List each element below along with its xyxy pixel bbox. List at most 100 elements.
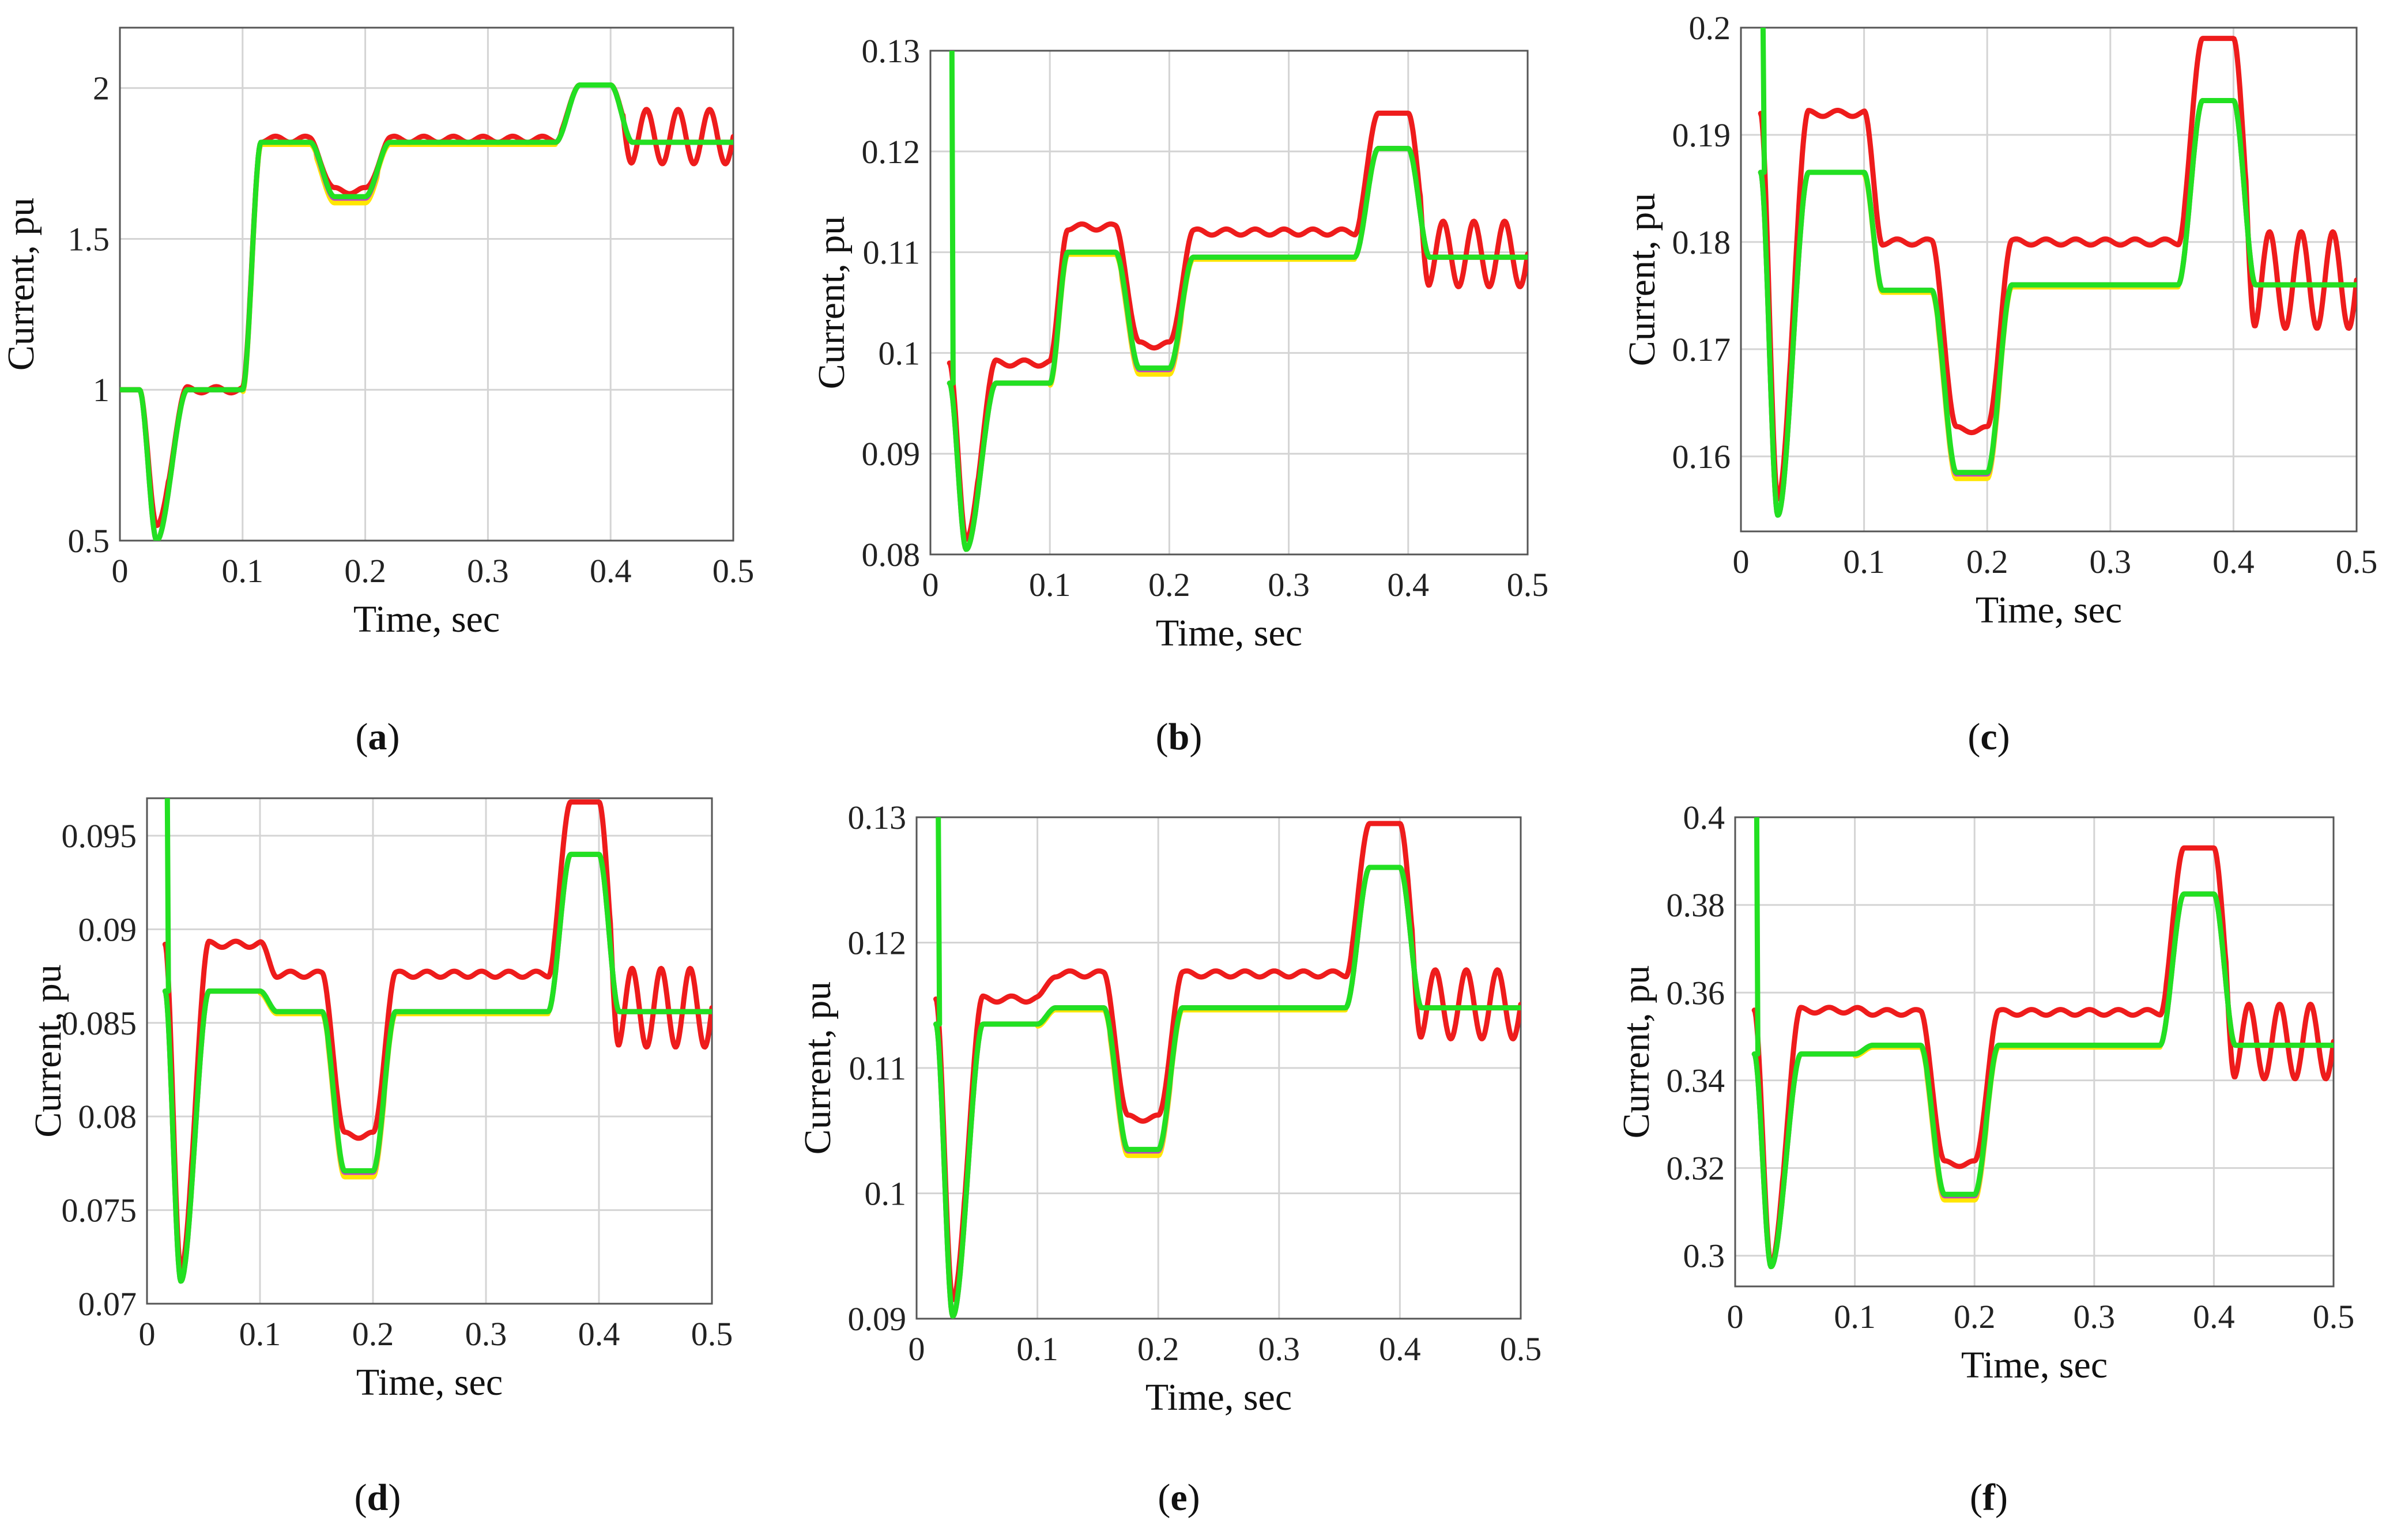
y-tick-label: 0.09	[862, 435, 921, 473]
y-tick-label: 0.085	[62, 1005, 137, 1042]
y-axis-label: Current, pu	[1615, 965, 1657, 1139]
y-tick-label: 0.09	[78, 911, 137, 948]
plot-area	[119, 27, 734, 542]
y-axis-label: Current, pu	[27, 964, 69, 1138]
chart-panel-c: 0 0.1 0.2 0.3 0.4 0.5 0.16 0.17 0.18 0.19 0.2 Time,…	[1621, 9, 2377, 758]
x-tick-label: 0.4	[590, 552, 632, 590]
y-tick-label: 1.5	[68, 220, 110, 258]
chart-panel-d: 0 0.1 0.2 0.3 0.4 0.5 0.07 0.075 0.08 0.085 0.09 0.…	[27, 797, 733, 1519]
chart-panel-e: 0 0.1 0.2 0.3 0.4 0.5 0.09 0.1 0.11 0.12 0.13 Time,…	[797, 799, 1541, 1519]
x-tick-label: 0.4	[1388, 566, 1430, 603]
x-tick-label: 0.2	[344, 552, 386, 590]
panel-label: (c)	[1967, 716, 2010, 758]
y-axis-label: Current, pu	[797, 982, 839, 1155]
x-tick-label: 0	[909, 1330, 925, 1368]
panel-label: (d)	[355, 1477, 401, 1519]
y-tick-label: 0.38	[1667, 886, 1725, 924]
y-tick-label: 0.07	[78, 1285, 137, 1323]
x-axis-label: Time, sec	[1976, 589, 2122, 631]
chart-panel-b: 0 0.1 0.2 0.3 0.4 0.5 0.08 0.09 0.1 0.11 0.12 0.13 T…	[811, 32, 1548, 758]
series-line-green	[120, 82, 733, 541]
x-axis-label: Time, sec	[1961, 1344, 2108, 1386]
x-tick-label: 0.1	[1834, 1298, 1876, 1335]
series-line-red	[933, 821, 1521, 1303]
x-tick-label: 0.4	[2193, 1298, 2235, 1335]
x-tick-label: 0.2	[1966, 543, 2008, 580]
x-tick-label: 0.4	[1379, 1330, 1421, 1368]
y-tick-label: 0.1	[865, 1175, 907, 1213]
y-tick-label: 0.2	[1689, 9, 1731, 47]
x-tick-label: 0.3	[1258, 1330, 1301, 1368]
y-tick-label: 0.5	[68, 522, 110, 560]
x-axis-label: Time, sec	[353, 598, 500, 640]
x-tick-label: 0.1	[1016, 1330, 1058, 1368]
panel-label: (e)	[1158, 1477, 1200, 1519]
y-tick-label: 0.32	[1667, 1150, 1725, 1187]
x-tick-label: 0	[1733, 543, 1750, 580]
y-tick-label: 0.12	[862, 133, 921, 171]
y-tick-label: 0.4	[1683, 799, 1725, 836]
y-tick-label: 2	[93, 70, 110, 107]
x-axis-label: Time, sec	[356, 1361, 503, 1403]
x-tick-label: 0.3	[465, 1315, 507, 1353]
plot-area	[929, 50, 1529, 556]
y-tick-label: 1	[93, 371, 110, 409]
panel-label: (f)	[1970, 1477, 2008, 1519]
y-tick-label: 0.17	[1672, 331, 1731, 368]
panel-label: (a)	[356, 716, 400, 758]
x-tick-label: 0.1	[1029, 566, 1071, 603]
y-tick-label: 0.13	[862, 32, 921, 70]
x-tick-label: 0.1	[222, 552, 264, 590]
x-tick-label: 0.3	[467, 552, 509, 590]
plot-border	[929, 50, 1529, 556]
y-tick-label: 0.08	[78, 1098, 137, 1135]
x-tick-label: 0.1	[239, 1315, 281, 1353]
x-tick-label: 0.4	[2212, 543, 2255, 580]
x-tick-label: 0.2	[1137, 1330, 1179, 1368]
y-tick-label: 0.11	[863, 234, 920, 271]
series-line-green	[933, 817, 1521, 1319]
series-line-red	[1758, 36, 2357, 502]
y-tick-label: 0.34	[1667, 1062, 1725, 1099]
plot-border	[146, 797, 713, 1305]
y-tick-label: 0.13	[848, 799, 907, 836]
chart-panel-a: 0 0.1 0.2 0.3 0.4 0.5 0.5 1 1.5 2 Time, sec Current…	[0, 27, 755, 758]
y-tick-label: 0.11	[849, 1050, 906, 1087]
x-tick-label: 0.2	[1148, 566, 1190, 603]
x-tick-label: 0.5	[2336, 543, 2378, 580]
y-tick-label: 0.1	[879, 334, 921, 372]
x-tick-label: 0.3	[1268, 566, 1310, 603]
series-line-red	[1751, 845, 2334, 1267]
x-tick-label: 0	[112, 552, 129, 590]
y-tick-label: 0.12	[848, 924, 907, 962]
y-tick-label: 0.09	[848, 1300, 907, 1338]
y-tick-label: 0.095	[62, 817, 137, 855]
y-tick-label: 0.18	[1672, 224, 1731, 261]
x-tick-label: 0.3	[2090, 543, 2132, 580]
panel-label: (b)	[1156, 716, 1203, 758]
x-tick-label: 0	[139, 1315, 156, 1353]
y-axis-label: Current, pu	[0, 198, 42, 371]
y-tick-label: 0.075	[62, 1192, 137, 1229]
x-tick-label: 0.1	[1843, 543, 1885, 580]
plot-area	[146, 797, 713, 1305]
y-tick-label: 0.16	[1672, 438, 1731, 475]
series-line-red	[947, 110, 1528, 542]
x-tick-label: 0.5	[713, 552, 755, 590]
x-tick-label: 0.4	[578, 1315, 620, 1353]
series-line-green	[162, 798, 712, 1284]
series-line-green	[947, 51, 1528, 552]
x-axis-label: Time, sec	[1145, 1376, 1292, 1418]
series-line-red	[162, 799, 712, 1273]
x-tick-label: 0.5	[1500, 1330, 1542, 1368]
y-axis-label: Current, pu	[811, 216, 853, 390]
x-axis-label: Time, sec	[1156, 612, 1302, 654]
y-tick-label: 0.3	[1683, 1237, 1725, 1275]
y-tick-label: 0.19	[1672, 116, 1731, 154]
y-tick-label: 0.08	[862, 536, 921, 573]
plot-border	[915, 816, 1522, 1320]
x-tick-label: 0.2	[352, 1315, 394, 1353]
x-tick-label: 0	[922, 566, 939, 603]
x-tick-label: 0.5	[1507, 566, 1549, 603]
